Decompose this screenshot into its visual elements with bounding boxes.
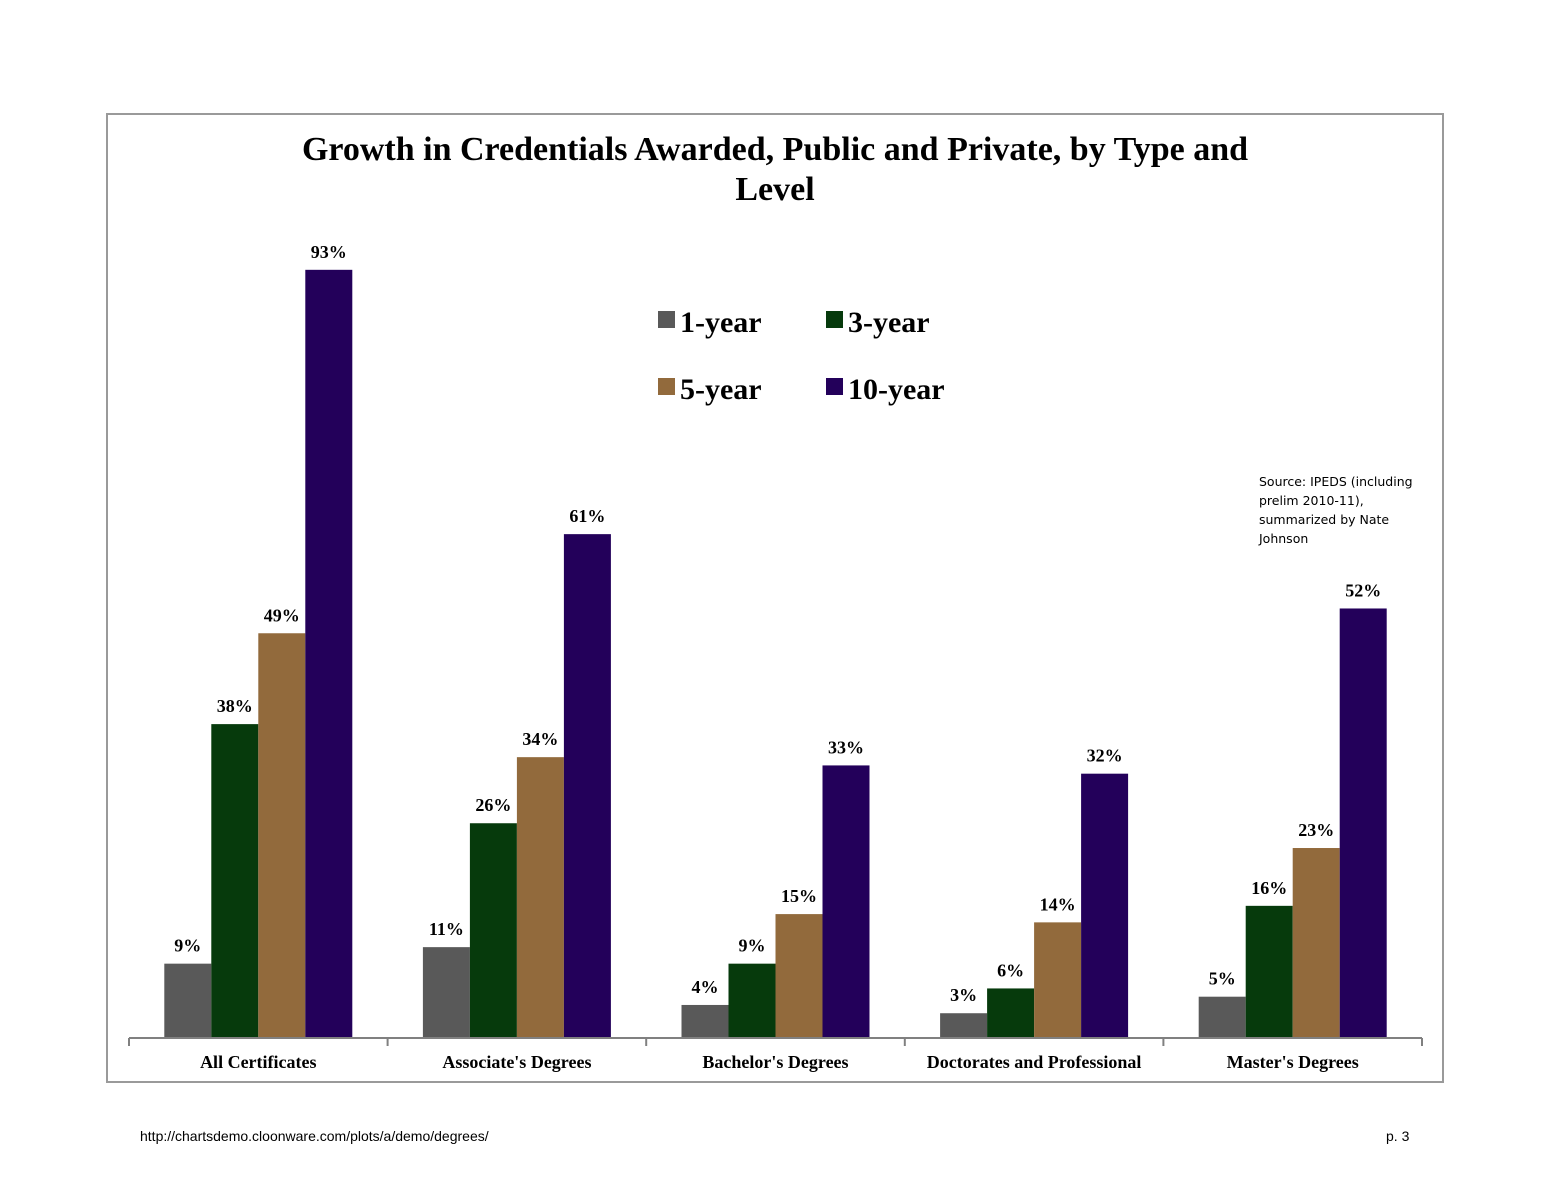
bar-10-year-1: [563, 534, 611, 1038]
bar-1-year-1: [422, 947, 470, 1038]
source-note: Source: IPEDS (including prelim 2010-11)…: [1259, 474, 1413, 546]
value-label: 16%: [1251, 878, 1287, 898]
legend: 1-year 3-year 5-year 10-year: [658, 306, 945, 406]
value-label: 23%: [1298, 820, 1334, 840]
value-label: 38%: [217, 696, 253, 716]
bar-3-year-0: [211, 724, 259, 1038]
bar-1-year-2: [681, 1004, 729, 1038]
x-tick-label: All Certificates: [200, 1052, 316, 1072]
bar-10-year-0: [305, 269, 353, 1038]
value-label: 14%: [1040, 894, 1076, 914]
value-label: 34%: [522, 729, 558, 749]
x-tick-label: Associate's Degrees: [442, 1052, 591, 1072]
bar-10-year-3: [1081, 773, 1129, 1038]
value-label: 26%: [475, 795, 511, 815]
bar-10-year-2: [822, 765, 870, 1038]
x-tick-label: Doctorates and Professional: [927, 1052, 1142, 1072]
x-tick-label: Master's Degrees: [1227, 1052, 1359, 1072]
value-label: 11%: [429, 919, 464, 939]
value-label: 33%: [828, 737, 864, 757]
bar-5-year-1: [516, 757, 564, 1038]
value-label: 93%: [311, 242, 347, 262]
legend-label-3-year: 3-year: [848, 306, 930, 339]
legend-swatch-3-year: [826, 311, 843, 328]
bar-10-year-4: [1339, 608, 1387, 1038]
bars-layer: [164, 269, 1387, 1038]
bar-3-year-4: [1245, 905, 1293, 1038]
value-label: 52%: [1345, 580, 1381, 600]
footer-url[interactable]: http://chartsdemo.cloonware.com/plots/a/…: [140, 1128, 489, 1144]
bar-3-year-1: [469, 823, 517, 1038]
bar-3-year-2: [728, 963, 776, 1038]
bar-1-year-0: [164, 963, 212, 1038]
bar-1-year-3: [940, 1013, 988, 1038]
value-label: 15%: [781, 886, 817, 906]
value-label: 9%: [739, 936, 766, 956]
legend-swatch-10-year: [826, 378, 843, 395]
bar-3-year-3: [987, 988, 1035, 1038]
bar-1-year-4: [1198, 996, 1246, 1038]
value-labels-layer: 9% 38% 49% 93% 11% 26% 34% 61% 4% 9% 15% 33% 3% 6% 14%…: [174, 242, 1381, 1005]
legend-label-5-year: 5-year: [680, 373, 762, 406]
value-label: 9%: [174, 936, 201, 956]
value-label: 49%: [264, 605, 300, 625]
legend-swatch-1-year: [658, 311, 675, 328]
value-label: 61%: [569, 506, 605, 526]
legend-label-10-year: 10-year: [848, 373, 945, 406]
legend-label-1-year: 1-year: [680, 306, 762, 339]
value-label: 32%: [1087, 746, 1123, 766]
bar-5-year-3: [1034, 922, 1082, 1038]
bar-5-year-2: [775, 914, 823, 1038]
legend-swatch-5-year: [658, 378, 675, 395]
value-label: 3%: [950, 985, 977, 1005]
value-label: 6%: [997, 960, 1024, 980]
chart-title: Growth in Credentials Awarded, Public an…: [301, 131, 1249, 208]
bar-5-year-0: [258, 633, 306, 1038]
page-number: p. 3: [1386, 1128, 1410, 1144]
bar-5-year-4: [1292, 848, 1340, 1038]
value-label: 5%: [1209, 969, 1236, 989]
x-axis: All Certificates Associate's Degrees Bache…: [128, 1037, 1423, 1072]
x-tick-label: Bachelor's Degrees: [702, 1052, 848, 1072]
value-label: 4%: [692, 977, 719, 997]
chart-frame: [106, 113, 1444, 1083]
